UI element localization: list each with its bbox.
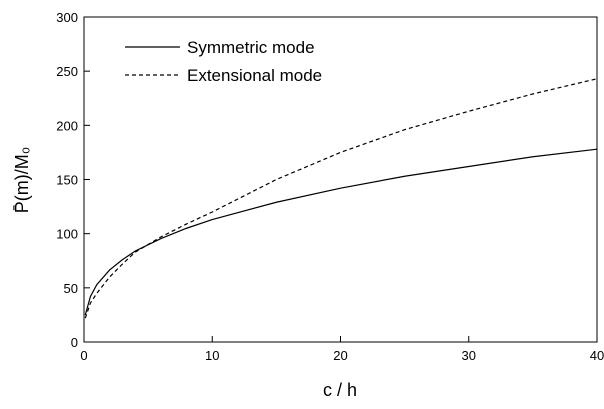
legend-label: Extensional mode: [187, 66, 322, 85]
line-series: [84, 148, 598, 316]
x-tick-label: 20: [333, 348, 347, 363]
plot-frame: [83, 16, 598, 343]
x-tick-label: 0: [80, 348, 87, 363]
x-tick-label: 30: [462, 348, 476, 363]
y-tick-label: 150: [56, 173, 78, 188]
y-tick-label: 300: [56, 10, 78, 25]
y-tick-label: 50: [64, 281, 78, 296]
y-tick-label: 100: [56, 227, 78, 242]
y-tick-label: 200: [56, 118, 78, 133]
line-series: [84, 78, 598, 319]
legend-label: Symmetric mode: [187, 38, 315, 57]
x-tick-label: 40: [590, 348, 604, 363]
x-tick-label: 10: [205, 348, 219, 363]
y-axis-label: P̄(m)/M₀: [12, 147, 32, 213]
y-tick-label: 0: [71, 335, 78, 350]
y-tick-label: 250: [56, 64, 78, 79]
x-axis-label: c / h: [323, 380, 357, 400]
